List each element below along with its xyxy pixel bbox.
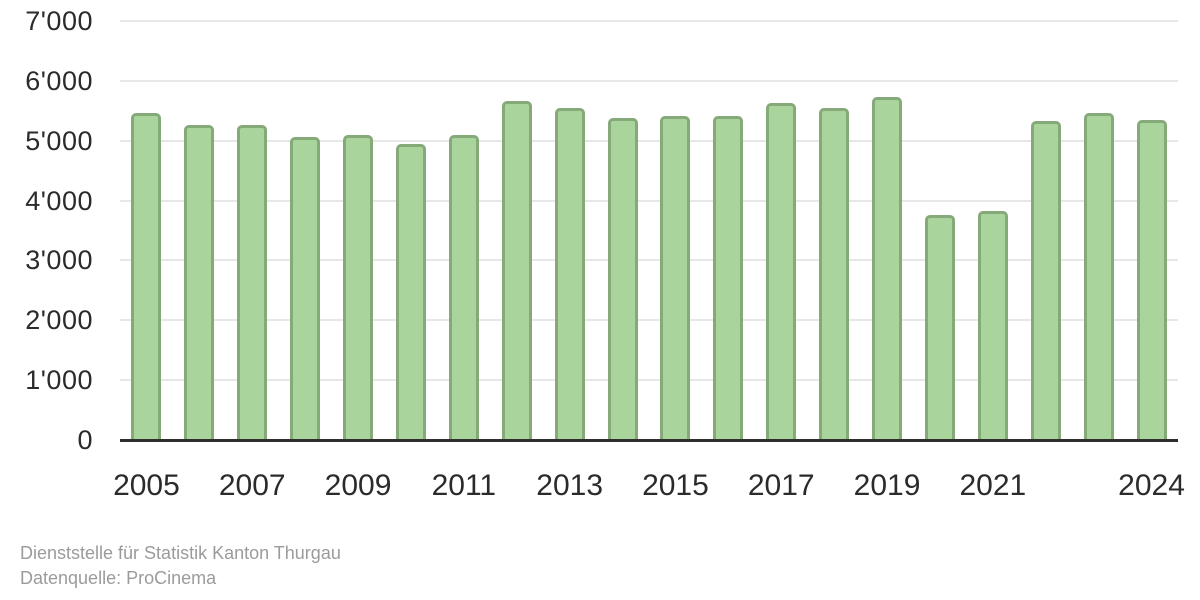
bar-2007[interactable] [237, 124, 268, 440]
x-axis-line [120, 439, 1178, 442]
y-axis-tick-label: 3'000 [25, 245, 93, 276]
bar-2014[interactable] [607, 117, 638, 440]
bar-2011[interactable] [448, 134, 479, 440]
x-axis-tick-label-2009: 2009 [324, 469, 392, 502]
x-axis-tick-label-2024: 2024 [1118, 469, 1185, 502]
y-axis-tick-label: 5'000 [25, 125, 93, 156]
bar-2008[interactable] [290, 137, 321, 440]
y-axis-tick-label: 2'000 [25, 305, 93, 336]
bar-2013[interactable] [554, 107, 585, 440]
gridline-6'000 [120, 79, 1178, 82]
chart-footer: Dienststelle für Statistik Kanton Thurga… [20, 541, 341, 591]
gridline-1'000 [120, 379, 1178, 382]
bar-2005[interactable] [131, 113, 162, 440]
gridline-3'000 [120, 259, 1178, 262]
bar-2012[interactable] [501, 101, 532, 440]
x-axis-tick-label-2013: 2013 [536, 469, 604, 502]
y-axis-tick-label: 6'000 [25, 65, 93, 96]
bar-2022[interactable] [1030, 120, 1061, 440]
bar-2020[interactable] [924, 214, 955, 440]
gridline-2'000 [120, 319, 1178, 322]
bar-2016[interactable] [713, 115, 744, 440]
gridline-7'000 [120, 20, 1178, 22]
x-axis-tick-label-2005: 2005 [113, 469, 180, 502]
bar-2024[interactable] [1136, 119, 1167, 440]
y-axis-tick-label: 7'000 [25, 6, 93, 36]
bar-2018[interactable] [819, 107, 850, 440]
bar-2019[interactable] [872, 97, 903, 440]
bar-2017[interactable] [766, 103, 797, 440]
x-axis-tick-label-2007: 2007 [218, 469, 286, 502]
x-axis-tick-label-2019: 2019 [853, 469, 921, 502]
bar-2010[interactable] [395, 143, 426, 440]
gridline-5'000 [120, 139, 1178, 142]
y-axis-tick-label: 1'000 [25, 365, 93, 396]
x-axis-tick-label-2017: 2017 [747, 469, 815, 502]
footer-datasource-line: Datenquelle: ProCinema [20, 568, 217, 588]
bar-2009[interactable] [343, 135, 374, 440]
y-axis-tick-label: 4'000 [25, 185, 93, 216]
x-axis-tick-label-2015: 2015 [642, 469, 709, 502]
bar-2006[interactable] [184, 125, 215, 440]
bar-2021[interactable] [977, 211, 1008, 440]
footer-source-line: Dienststelle für Statistik Kanton Thurga… [20, 543, 341, 563]
y-axis-tick-label: 0 [77, 425, 93, 455]
x-axis-tick-label-2011: 2011 [431, 469, 497, 502]
bar-2023[interactable] [1083, 113, 1114, 440]
x-axis-tick-label-2021: 2021 [959, 469, 1027, 502]
gridline-4'000 [120, 199, 1178, 202]
bar-2015[interactable] [660, 116, 691, 440]
